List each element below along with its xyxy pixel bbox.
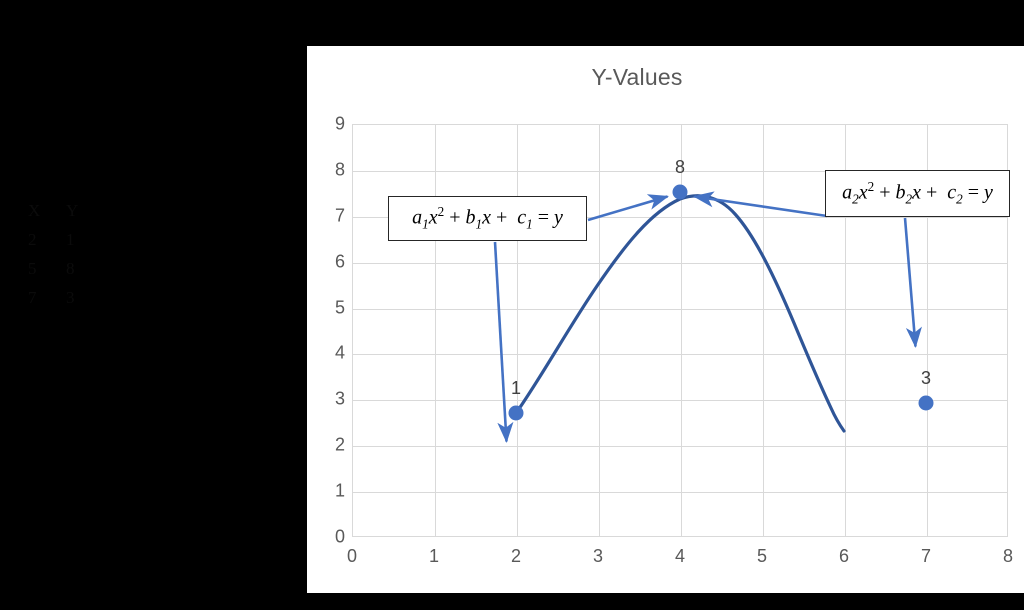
y-axis-tick-label: 0 [334,526,345,547]
table-row: 7 3 [28,283,108,312]
gridline-horizontal [353,262,1007,264]
x-axis-tick-label: 1 [428,546,439,566]
gridline-vertical [681,125,682,536]
table-row: 2 1 [28,225,108,254]
gridline-vertical [599,125,600,536]
table-cell-x: 5 [28,259,37,278]
gridline-vertical [763,125,764,536]
table-row: 5 8 [28,254,108,283]
table-cell-y: 1 [66,230,75,249]
x-axis: 0 1 2 3 4 5 6 7 8 [347,546,1013,576]
table-header-row: X Y [28,196,108,225]
equation-text-1: a1x2 + b1x + c1 = y [412,204,563,232]
point-label-3: 3 [920,368,932,388]
point-label-8: 8 [674,157,686,177]
table-header-x: X [28,201,41,220]
y-axis-tick-label: 5 [334,297,345,318]
gridline-vertical [435,125,436,536]
x-axis-tick-label: 8 [1002,546,1013,566]
table-cell-y: 3 [66,288,75,307]
x-axis-tick-label: 4 [674,546,685,566]
x-axis-tick-label: 6 [838,546,849,566]
table-header-y: Y [66,201,79,220]
y-axis-tick-label: 3 [334,388,345,409]
x-axis-tick-label: 2 [510,546,521,566]
equation-callout-2[interactable]: a2x2 + b2x + c2 = y [825,170,1010,217]
gridline-vertical [517,125,518,536]
equation-callout-1[interactable]: a1x2 + b1x + c1 = y [388,196,587,241]
table-cell-x: 2 [28,230,37,249]
table-cell-y: 8 [66,259,75,278]
gridline-horizontal [353,354,1007,356]
gridline-horizontal [353,170,1007,172]
x-axis-tick-label: 3 [592,546,603,566]
y-axis-tick-label: 8 [334,159,345,180]
gridline-vertical [927,125,928,536]
x-axis-tick-label: 7 [920,546,931,566]
table-cell-x: 7 [28,288,37,307]
data-table: X Y 2 1 5 8 7 3 [28,196,108,312]
gridline-horizontal [353,400,1007,402]
y-axis: 9 8 7 6 5 4 3 2 1 0 [307,114,345,547]
equation-text-2: a2x2 + b2x + c2 = y [842,179,993,207]
x-axis-tick-label: 5 [756,546,767,566]
gridline-horizontal [353,446,1007,448]
y-axis-tick-label: 2 [334,434,345,455]
y-axis-tick-label: 1 [334,480,345,501]
gridline-horizontal [353,308,1007,310]
point-label-1: 1 [510,378,522,398]
y-axis-tick-label: 7 [334,205,345,226]
y-axis-tick-label: 9 [334,113,345,134]
y-axis-tick-label: 6 [334,251,345,272]
gridline-horizontal [353,492,1007,494]
chart-title: Y-Values [591,64,683,90]
y-axis-tick-label: 4 [334,342,345,363]
chart-panel[interactable]: Y-Values 9 8 7 6 5 4 3 2 1 0 0 1 2 3 4 5 6 7 8 [307,46,1024,593]
x-axis-tick-label: 0 [346,546,357,566]
